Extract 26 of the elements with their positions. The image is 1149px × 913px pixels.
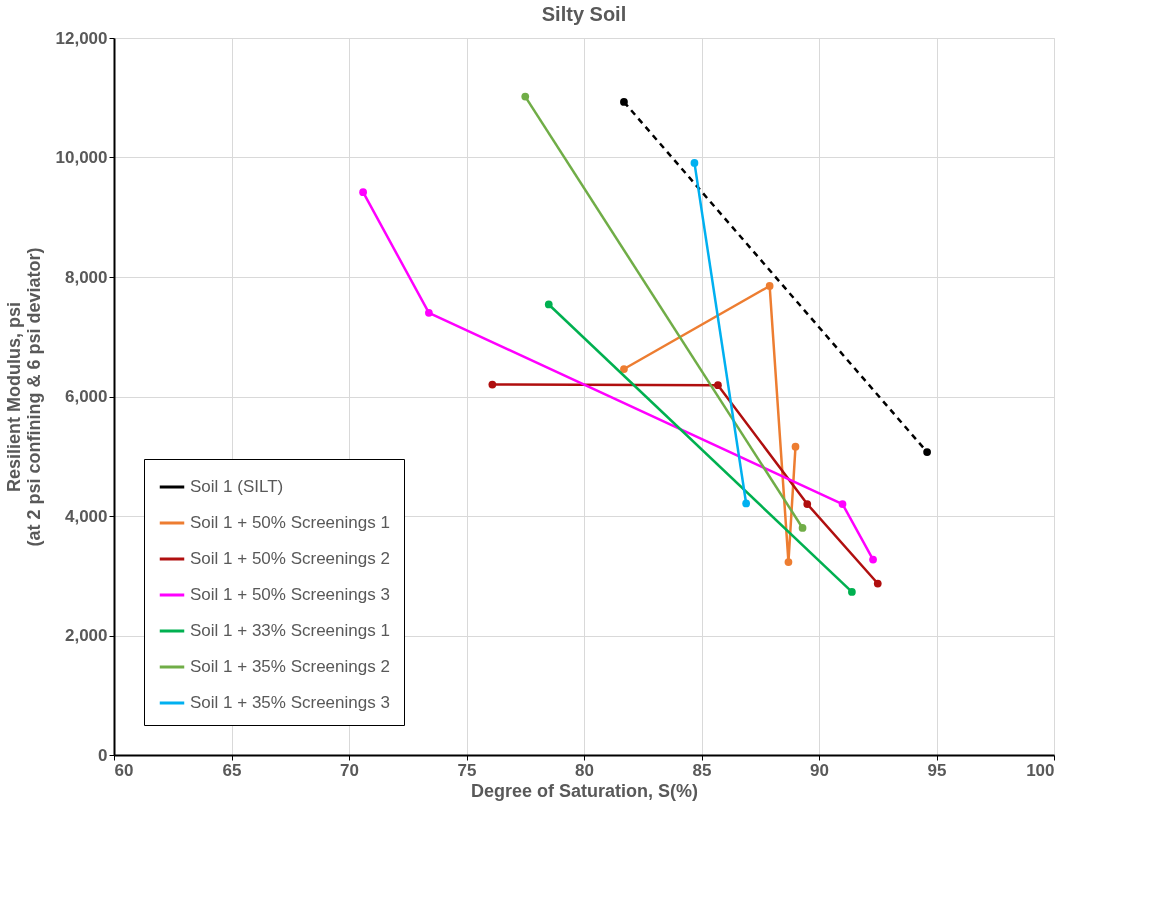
x-tick-label: 75 <box>457 760 477 780</box>
y-tick-label: 4,000 <box>64 506 108 526</box>
y-tick-label: 12,000 <box>55 28 108 48</box>
y-axis-title: Resilient Modulus, psi (at 2 psi confining & 6 psi deviator) <box>3 247 44 547</box>
legend-label: Soil 1 + 50% Screenings 2 <box>190 549 390 568</box>
legend-label: Soil 1 (SILT) <box>190 477 284 496</box>
x-tick-label: 80 <box>575 760 594 780</box>
legend-label: Soil 1 + 50% Screenings 3 <box>190 585 390 604</box>
x-tick-label: 95 <box>927 760 947 780</box>
chart-title: Silty Soil <box>541 3 627 25</box>
x-tick-label: 65 <box>222 760 242 780</box>
y-tick-label: 2,000 <box>64 626 108 645</box>
x-tick-label: 100 <box>1026 760 1055 780</box>
x-tick-label: 60 <box>114 760 134 780</box>
legend-label: Soil 1 + 33% Screenings 1 <box>190 621 390 640</box>
x-tick-label: 90 <box>810 760 829 780</box>
y-tick-label: 0 <box>98 745 108 765</box>
legend-label: Soil 1 + 50% Screenings 1 <box>190 513 390 532</box>
y-tick-label: 6,000 <box>64 387 108 406</box>
y-tick-label: 8,000 <box>64 267 108 287</box>
x-axis-title: Degree of Saturation, S(%) <box>470 780 699 801</box>
x-tick-label: 70 <box>340 760 359 780</box>
legend-label: Soil 1 + 35% Screenings 2 <box>190 657 390 676</box>
x-tick-label: 85 <box>692 760 712 780</box>
y-tick-label: 10,000 <box>55 148 108 167</box>
legend-label: Soil 1 + 35% Screenings 3 <box>190 693 390 712</box>
